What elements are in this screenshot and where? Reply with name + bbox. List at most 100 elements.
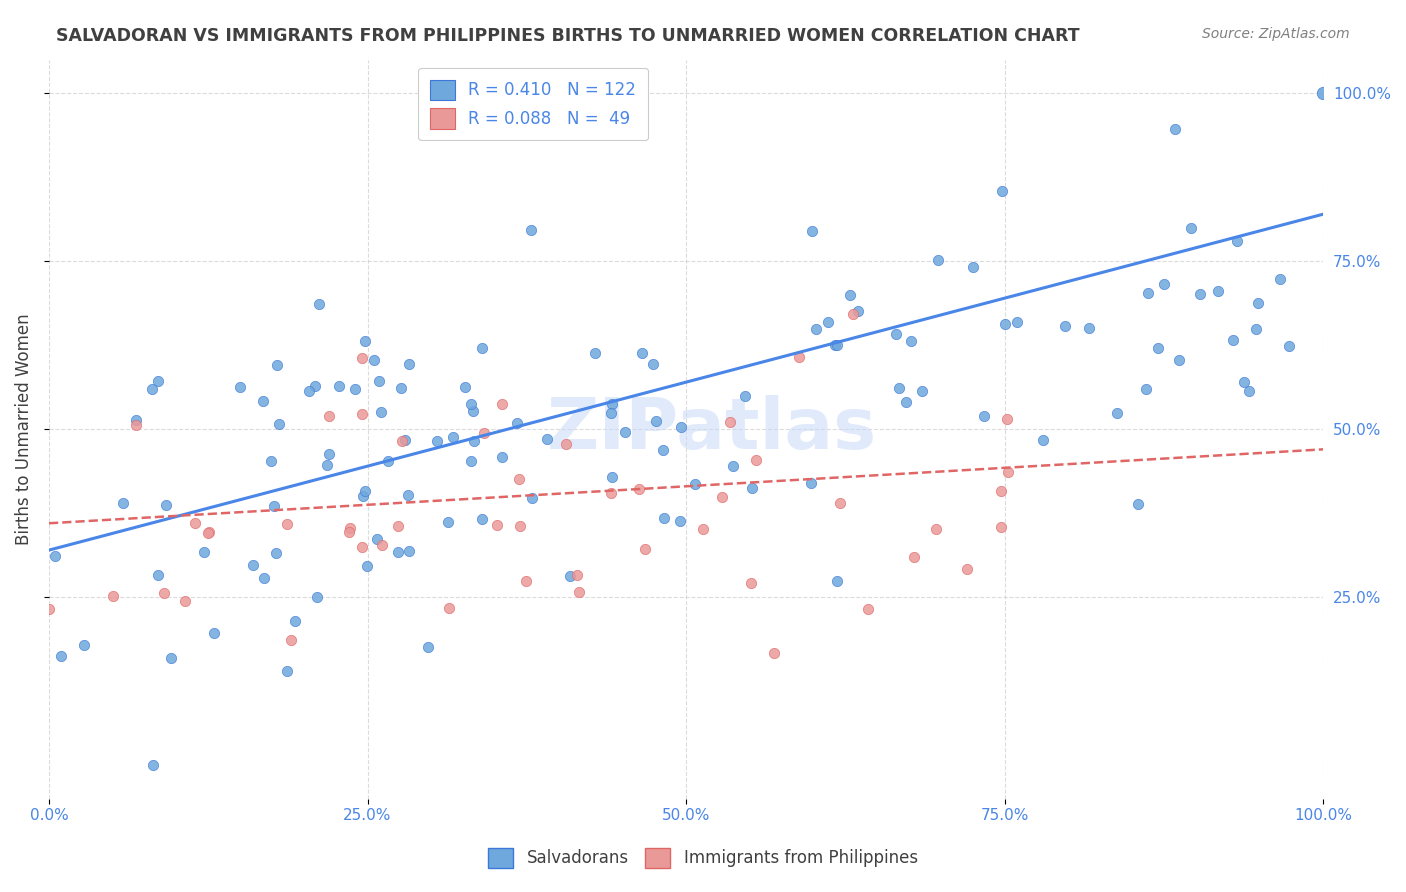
Point [339, 525, 361, 540]
Point [1222, 334, 1244, 348]
Point [391, 434, 413, 448]
Point [267, 417, 290, 431]
Point [627, 483, 650, 497]
Point [229, 379, 252, 393]
Point [394, 433, 416, 447]
Point [305, 590, 328, 604]
Point [491, 450, 513, 464]
Point [1268, 272, 1291, 286]
Point [252, 393, 274, 408]
Point [437, 516, 460, 530]
Point [354, 334, 377, 348]
Point [141, 383, 163, 397]
Point [846, 304, 869, 318]
Point [160, 651, 183, 665]
Point [896, 395, 918, 409]
Point [995, 412, 1018, 426]
Point [418, 640, 440, 655]
Point [197, 526, 219, 541]
Point [146, 374, 169, 388]
Text: Source: ZipAtlas.com: Source: ZipAtlas.com [1202, 27, 1350, 41]
Point [990, 520, 1012, 534]
Point [804, 322, 827, 336]
Point [193, 545, 215, 559]
Point [692, 522, 714, 536]
Point [101, 589, 124, 603]
Point [1180, 221, 1202, 235]
Point [645, 414, 668, 428]
Point [508, 472, 530, 486]
Point [142, 758, 165, 772]
Point [426, 434, 449, 448]
Point [1312, 86, 1334, 100]
Point [800, 476, 823, 491]
Point [762, 646, 785, 660]
Point [471, 341, 494, 355]
Point [343, 382, 366, 396]
Point [471, 512, 494, 526]
Point [568, 585, 591, 599]
Point [1077, 321, 1099, 335]
Point [112, 496, 135, 510]
Point [962, 260, 984, 275]
Point [298, 384, 321, 398]
Point [1189, 287, 1212, 301]
Point [173, 594, 195, 608]
Point [600, 397, 623, 411]
Point [973, 409, 995, 423]
Point [536, 432, 558, 446]
Point [284, 614, 307, 628]
Point [202, 626, 225, 640]
Point [155, 499, 177, 513]
Point [515, 574, 537, 588]
Point [554, 437, 576, 451]
Point [925, 522, 948, 536]
Point [242, 558, 264, 572]
Point [509, 518, 531, 533]
Point [354, 484, 377, 499]
Point [613, 425, 636, 439]
Point [740, 576, 762, 591]
Point [1135, 382, 1157, 396]
Point [599, 485, 621, 500]
Point [125, 417, 148, 432]
Point [387, 545, 409, 559]
Point [505, 416, 527, 430]
Point [363, 353, 385, 368]
Point [253, 571, 276, 585]
Point [125, 413, 148, 427]
Point [520, 223, 543, 237]
Y-axis label: Births to Unmarried Women: Births to Unmarried Women [15, 313, 32, 545]
Legend: R = 0.410   N = 122, R = 0.088   N =  49: R = 0.410 N = 122, R = 0.088 N = 49 [419, 68, 648, 140]
Point [437, 600, 460, 615]
Point [1032, 434, 1054, 448]
Point [927, 252, 949, 267]
Point [315, 458, 337, 472]
Point [889, 381, 911, 395]
Point [280, 632, 302, 647]
Point [567, 567, 589, 582]
Point [997, 465, 1019, 479]
Point [1233, 375, 1256, 389]
Point [1163, 121, 1185, 136]
Point [900, 334, 922, 349]
Point [328, 379, 350, 393]
Point [398, 357, 420, 371]
Point [634, 541, 657, 556]
Point [276, 517, 298, 532]
Point [352, 407, 374, 421]
Point [956, 562, 979, 576]
Point [370, 538, 392, 552]
Point [44, 549, 66, 563]
Point [454, 380, 477, 394]
Point [387, 519, 409, 533]
Point [73, 638, 96, 652]
Point [520, 491, 543, 506]
Point [367, 374, 389, 388]
Point [264, 546, 287, 560]
Point [146, 568, 169, 582]
Point [741, 481, 763, 495]
Point [1146, 341, 1168, 355]
Point [1226, 234, 1249, 248]
Point [817, 315, 839, 329]
